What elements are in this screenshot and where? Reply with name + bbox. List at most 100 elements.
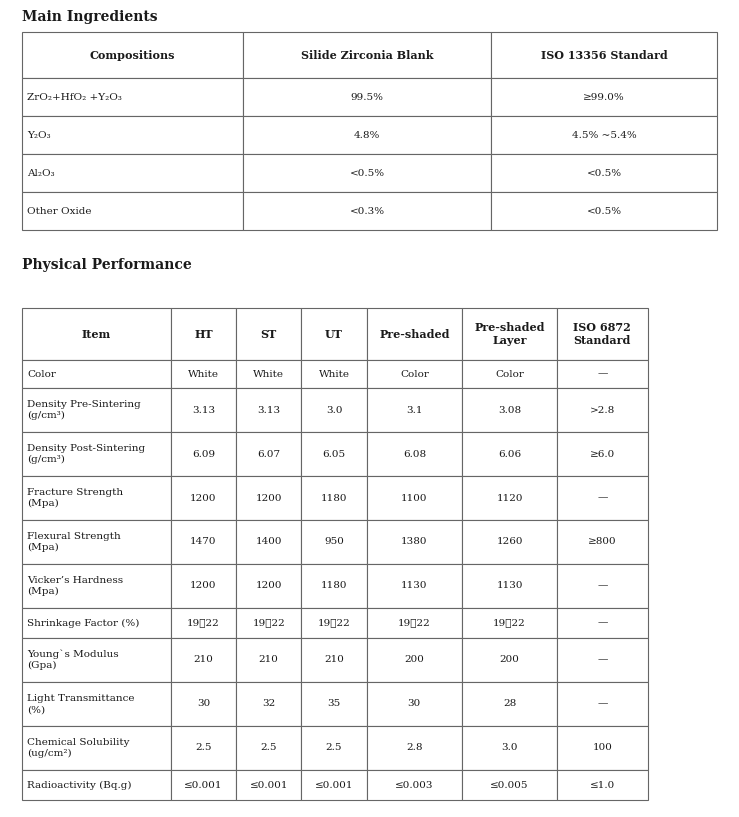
Text: Al₂O₃: Al₂O₃ <box>27 168 55 177</box>
Text: 1130: 1130 <box>497 582 522 591</box>
Text: Fracture Strength
(Mpa): Fracture Strength (Mpa) <box>27 488 123 508</box>
Text: Flexural Strength
(Mpa): Flexural Strength (Mpa) <box>27 532 120 552</box>
Text: Compositions: Compositions <box>89 50 175 60</box>
Text: ≤0.001: ≤0.001 <box>184 780 222 789</box>
Text: ≥800: ≥800 <box>588 538 616 547</box>
Bar <box>557 770 647 800</box>
Text: ≤0.003: ≤0.003 <box>395 780 434 789</box>
Bar <box>462 476 557 520</box>
Text: Silide Zirconia Blank: Silide Zirconia Blank <box>301 50 433 60</box>
Text: 2.5: 2.5 <box>195 743 211 752</box>
Text: Main Ingredients: Main Ingredients <box>22 10 157 24</box>
Text: >2.8: >2.8 <box>590 405 615 414</box>
Text: 3.1: 3.1 <box>406 405 423 414</box>
Bar <box>462 726 557 770</box>
Bar <box>22 638 171 682</box>
Bar <box>557 520 647 564</box>
Text: 3.08: 3.08 <box>498 405 521 414</box>
Bar <box>22 116 243 154</box>
Bar <box>302 476 367 520</box>
Bar <box>243 78 491 116</box>
Bar <box>491 192 717 230</box>
Text: Young`s Modulus
(Gpa): Young`s Modulus (Gpa) <box>27 650 119 671</box>
Text: 19～22: 19～22 <box>252 618 285 627</box>
Bar <box>462 520 557 564</box>
Bar <box>367 520 462 564</box>
Text: <0.3%: <0.3% <box>350 207 384 216</box>
Text: 30: 30 <box>197 699 210 708</box>
Text: 1200: 1200 <box>256 493 282 502</box>
Bar <box>557 308 647 360</box>
Text: —: — <box>597 582 607 591</box>
Text: Color: Color <box>27 369 56 378</box>
Text: 1100: 1100 <box>401 493 428 502</box>
Bar <box>491 32 717 78</box>
Text: Color: Color <box>400 369 429 378</box>
Text: Pre-shaded: Pre-shaded <box>379 328 449 340</box>
Bar <box>22 432 171 476</box>
Text: ISO 6872
Standard: ISO 6872 Standard <box>573 322 631 346</box>
Bar <box>367 360 462 388</box>
Text: <0.5%: <0.5% <box>587 168 621 177</box>
Text: 1200: 1200 <box>256 582 282 591</box>
Text: 210: 210 <box>259 655 279 664</box>
Bar <box>22 360 171 388</box>
Text: 6.09: 6.09 <box>192 449 215 458</box>
Bar <box>367 388 462 432</box>
Text: 19～22: 19～22 <box>318 618 350 627</box>
Bar <box>22 308 171 360</box>
Bar <box>462 564 557 608</box>
Bar <box>557 564 647 608</box>
Text: UT: UT <box>325 328 343 340</box>
Bar <box>367 770 462 800</box>
Bar <box>243 154 491 192</box>
Text: <0.5%: <0.5% <box>350 168 384 177</box>
Text: Physical Performance: Physical Performance <box>22 258 191 272</box>
Bar <box>171 770 236 800</box>
Bar <box>302 638 367 682</box>
Bar <box>22 388 171 432</box>
Bar <box>236 432 302 476</box>
Text: 3.13: 3.13 <box>192 405 215 414</box>
Text: 6.08: 6.08 <box>403 449 426 458</box>
Bar <box>367 476 462 520</box>
Bar <box>22 154 243 192</box>
Bar <box>302 770 367 800</box>
Text: 6.06: 6.06 <box>498 449 521 458</box>
Text: 2.5: 2.5 <box>326 743 342 752</box>
Bar <box>462 432 557 476</box>
Bar <box>302 726 367 770</box>
Text: 19～22: 19～22 <box>187 618 219 627</box>
Bar <box>491 78 717 116</box>
Text: ISO 13356 Standard: ISO 13356 Standard <box>541 50 667 60</box>
Text: 35: 35 <box>327 699 341 708</box>
Text: 100: 100 <box>593 743 613 752</box>
Text: ≥6.0: ≥6.0 <box>590 449 615 458</box>
Bar <box>171 476 236 520</box>
Text: 99.5%: 99.5% <box>350 92 384 101</box>
Text: 1200: 1200 <box>190 582 217 591</box>
Bar <box>22 520 171 564</box>
Bar <box>236 638 302 682</box>
Bar <box>557 388 647 432</box>
Text: White: White <box>319 369 350 378</box>
Text: 210: 210 <box>324 655 344 664</box>
Text: Y₂O₃: Y₂O₃ <box>27 131 51 140</box>
Bar <box>243 192 491 230</box>
Text: 19～22: 19～22 <box>493 618 526 627</box>
Bar <box>302 388 367 432</box>
Text: 6.07: 6.07 <box>257 449 280 458</box>
Bar <box>302 564 367 608</box>
Text: 1400: 1400 <box>256 538 282 547</box>
Text: 3.0: 3.0 <box>326 405 342 414</box>
Text: ≤0.001: ≤0.001 <box>315 780 353 789</box>
Bar <box>236 360 302 388</box>
Bar <box>302 682 367 726</box>
Bar <box>302 432 367 476</box>
Text: 4.8%: 4.8% <box>354 131 381 140</box>
Bar <box>462 770 557 800</box>
Text: —: — <box>597 699 607 708</box>
Bar <box>557 638 647 682</box>
Bar <box>236 770 302 800</box>
Text: Light Transmittance
(%): Light Transmittance (%) <box>27 694 134 714</box>
